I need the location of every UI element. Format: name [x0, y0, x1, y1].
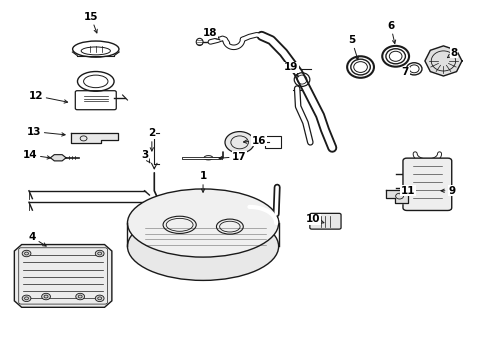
- Text: 12: 12: [28, 91, 67, 103]
- Text: 11: 11: [399, 186, 414, 196]
- Text: 9: 9: [440, 186, 454, 196]
- Polygon shape: [50, 155, 66, 161]
- Circle shape: [95, 250, 104, 257]
- Text: 18: 18: [203, 28, 220, 40]
- Text: 14: 14: [22, 150, 50, 160]
- Polygon shape: [71, 134, 118, 143]
- Ellipse shape: [127, 189, 278, 257]
- Text: 4: 4: [29, 232, 46, 246]
- Circle shape: [22, 295, 31, 302]
- Text: 17: 17: [219, 152, 246, 162]
- Text: 19: 19: [283, 62, 298, 77]
- Circle shape: [224, 132, 254, 153]
- Polygon shape: [424, 46, 461, 76]
- Text: 7: 7: [401, 67, 409, 77]
- Text: 8: 8: [447, 48, 457, 58]
- Circle shape: [95, 295, 104, 302]
- Ellipse shape: [127, 212, 278, 280]
- Text: 6: 6: [386, 21, 395, 44]
- Polygon shape: [14, 244, 112, 307]
- Text: 5: 5: [347, 35, 358, 60]
- Circle shape: [76, 293, 84, 300]
- Circle shape: [41, 293, 50, 300]
- Circle shape: [22, 250, 31, 257]
- Text: 16: 16: [243, 136, 266, 145]
- Text: 3: 3: [141, 150, 150, 163]
- Text: 2: 2: [148, 129, 155, 151]
- FancyBboxPatch shape: [402, 158, 451, 211]
- Text: 13: 13: [26, 127, 65, 136]
- Polygon shape: [385, 190, 407, 203]
- Text: 15: 15: [83, 12, 98, 33]
- Text: 10: 10: [305, 215, 323, 224]
- Text: 1: 1: [199, 171, 206, 192]
- FancyBboxPatch shape: [309, 213, 340, 229]
